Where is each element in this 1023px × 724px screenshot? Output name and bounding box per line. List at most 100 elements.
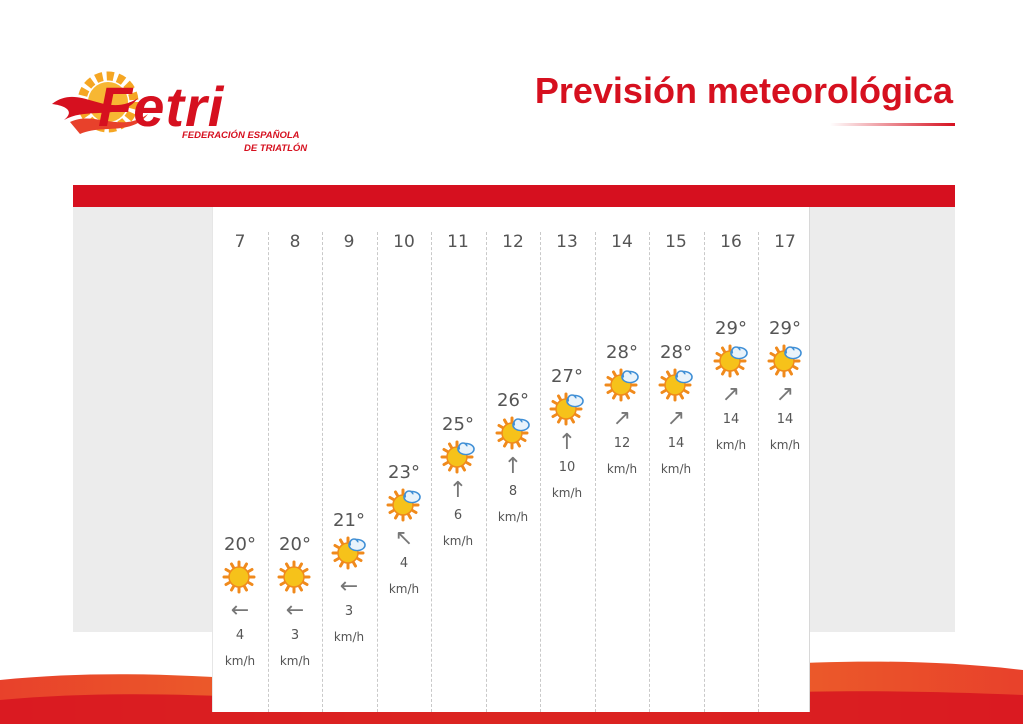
temperature-label: 26° bbox=[497, 390, 529, 411]
sun-icon bbox=[277, 560, 311, 594]
wind-speed-value: 8 bbox=[508, 484, 518, 499]
forecast-column: 10 23° ↖ 4 km/h bbox=[377, 232, 431, 712]
wind-speed-unit: km/h bbox=[606, 462, 638, 476]
forecast-column: 15 28° ↗ 14 km/h bbox=[649, 232, 703, 712]
sun-cloud-icon bbox=[658, 368, 693, 402]
temperature-label: 23° bbox=[388, 462, 420, 483]
sun-cloud-icon bbox=[331, 536, 366, 570]
forecast-column: 9 21° ← 3 km/h bbox=[322, 232, 376, 712]
forecast-column: 13 27° ↑ 10 km/h bbox=[540, 232, 594, 712]
sun-cloud-icon bbox=[386, 488, 421, 522]
wind-speed-value: 4 bbox=[235, 628, 245, 643]
temperature-label: 27° bbox=[551, 366, 583, 387]
hour-label: 13 bbox=[556, 232, 578, 252]
logo-subtitle: FEDERACIÓN ESPAÑOLA DE TRIATLÓN bbox=[182, 129, 307, 155]
hour-label: 16 bbox=[720, 232, 742, 252]
forecast-block: 29° ↗ 14 km/h bbox=[758, 316, 812, 456]
temperature-label: 25° bbox=[442, 414, 474, 435]
column-separator bbox=[486, 232, 487, 712]
sun-cloud-icon bbox=[713, 344, 748, 378]
wind-speed-unit: km/h bbox=[769, 438, 801, 452]
wind-speed-value: 3 bbox=[344, 604, 354, 619]
wind-direction-arrow: ↗ bbox=[666, 406, 686, 431]
temperature-label: 20° bbox=[224, 534, 256, 555]
forecast-block: 28° ↗ 14 km/h bbox=[649, 340, 703, 480]
column-separator bbox=[758, 232, 759, 712]
hour-label: 9 bbox=[343, 232, 355, 252]
wind-direction-arrow: ↗ bbox=[721, 382, 741, 407]
column-separator bbox=[595, 232, 596, 712]
wind-direction-arrow: ← bbox=[230, 598, 250, 623]
forecast-column: 14 28° ↗ 12 km/h bbox=[595, 232, 649, 712]
wind-direction-arrow: ↑ bbox=[448, 478, 468, 503]
header-bar bbox=[73, 185, 955, 207]
wind-speed-value: 6 bbox=[453, 508, 463, 523]
forecast-block: 20° ← 3 km/h bbox=[268, 532, 322, 672]
forecast-block: 23° ↖ 4 km/h bbox=[377, 460, 431, 600]
wind-speed-unit: km/h bbox=[497, 510, 529, 524]
temperature-label: 28° bbox=[606, 342, 638, 363]
forecast-column: 12 26° ↑ 8 km/h bbox=[486, 232, 540, 712]
wind-speed-value: 14 bbox=[667, 436, 685, 451]
temperature-label: 21° bbox=[333, 510, 365, 531]
sun-cloud-icon bbox=[495, 416, 530, 450]
wind-speed-value: 10 bbox=[558, 460, 576, 475]
column-separator bbox=[268, 232, 269, 712]
hour-label: 17 bbox=[774, 232, 796, 252]
wind-direction-arrow: ↖ bbox=[394, 526, 414, 551]
sun-cloud-icon bbox=[767, 344, 802, 378]
sun-cloud-icon bbox=[604, 368, 639, 402]
wind-speed-unit: km/h bbox=[333, 630, 365, 644]
forecast-column: 11 25° ↑ 6 km/h bbox=[431, 232, 485, 712]
wind-speed-unit: km/h bbox=[279, 654, 311, 668]
column-separator bbox=[322, 232, 323, 712]
logo-subtitle-line2: DE TRIATLÓN bbox=[244, 143, 308, 154]
logo-wordmark: Fetri bbox=[98, 75, 225, 138]
column-separator bbox=[377, 232, 378, 712]
hour-label: 15 bbox=[665, 232, 687, 252]
wind-speed-value: 4 bbox=[399, 556, 409, 571]
column-separator bbox=[431, 232, 432, 712]
forecast-block: 21° ← 3 km/h bbox=[322, 508, 376, 648]
temperature-label: 29° bbox=[715, 318, 747, 339]
logo-subtitle-line1: FEDERACIÓN ESPAÑOLA bbox=[182, 130, 300, 141]
wind-direction-arrow: ↗ bbox=[775, 382, 795, 407]
forecast-column: 16 29° ↗ 14 km/h bbox=[704, 232, 758, 712]
forecast-block: 27° ↑ 10 km/h bbox=[540, 364, 594, 504]
hour-label: 7 bbox=[234, 232, 246, 252]
wind-speed-unit: km/h bbox=[551, 486, 583, 500]
wind-speed-value: 14 bbox=[776, 412, 794, 427]
forecast-block: 29° ↗ 14 km/h bbox=[704, 316, 758, 456]
forecast-column: 8 20° ← 3 km/h bbox=[268, 232, 322, 712]
hour-label: 12 bbox=[502, 232, 524, 252]
forecast-widget: 7 20° ← 4 km/h 8 20° ← 3 km/h 9 21° ← 3 km/h 10 23° ↖ 4 km/… bbox=[212, 207, 810, 712]
forecast-column: 17 29° ↗ 14 km/h bbox=[758, 232, 812, 712]
forecast-block: 26° ↑ 8 km/h bbox=[486, 388, 540, 528]
temperature-label: 29° bbox=[769, 318, 801, 339]
wind-direction-arrow: ↑ bbox=[503, 454, 523, 479]
hour-label: 11 bbox=[447, 232, 469, 252]
sun-icon bbox=[222, 560, 256, 594]
fetri-logo-icon bbox=[52, 71, 148, 134]
title-underline bbox=[830, 123, 955, 126]
wind-speed-unit: km/h bbox=[388, 582, 420, 596]
wind-speed-value: 3 bbox=[290, 628, 300, 643]
wind-speed-unit: km/h bbox=[715, 438, 747, 452]
forecast-column: 7 20° ← 4 km/h bbox=[213, 232, 267, 712]
hour-label: 14 bbox=[611, 232, 633, 252]
hour-label: 10 bbox=[393, 232, 415, 252]
wind-direction-arrow: ← bbox=[339, 574, 359, 599]
page-title: Previsión meteorológica bbox=[534, 70, 953, 111]
wind-speed-value: 12 bbox=[613, 436, 631, 451]
forecast-block: 25° ↑ 6 km/h bbox=[431, 412, 485, 552]
wind-direction-arrow: ← bbox=[285, 598, 305, 623]
wind-speed-unit: km/h bbox=[224, 654, 256, 668]
wind-direction-arrow: ↑ bbox=[557, 430, 577, 455]
forecast-block: 20° ← 4 km/h bbox=[213, 532, 267, 672]
column-separator bbox=[540, 232, 541, 712]
sun-cloud-icon bbox=[440, 440, 475, 474]
wind-direction-arrow: ↗ bbox=[612, 406, 632, 431]
column-separator bbox=[704, 232, 705, 712]
temperature-label: 28° bbox=[660, 342, 692, 363]
temperature-label: 20° bbox=[279, 534, 311, 555]
